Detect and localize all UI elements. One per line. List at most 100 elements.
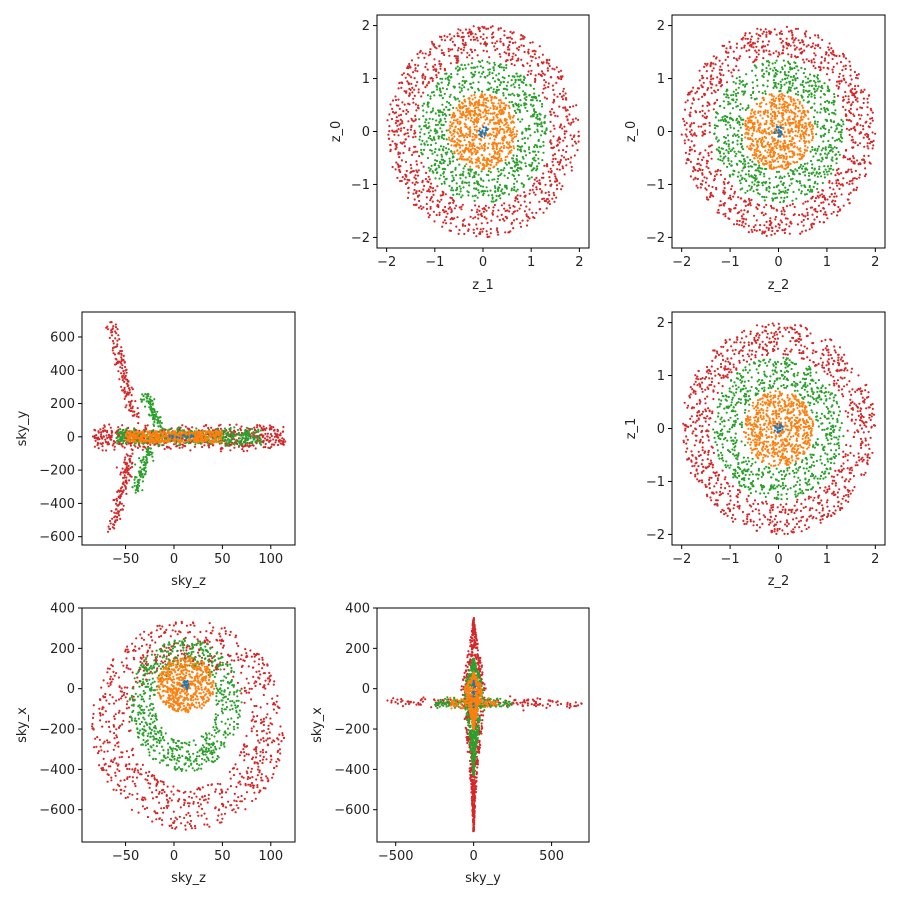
point <box>821 181 824 185</box>
point <box>787 131 791 134</box>
point <box>431 118 434 121</box>
point <box>491 33 494 36</box>
point <box>458 135 461 138</box>
point <box>510 131 513 134</box>
point <box>534 144 537 147</box>
point <box>409 163 412 167</box>
point <box>747 165 750 168</box>
point <box>552 191 555 194</box>
point <box>705 70 708 73</box>
point <box>794 107 797 110</box>
point <box>468 160 471 163</box>
point <box>869 107 872 110</box>
point <box>479 130 482 134</box>
point <box>761 32 764 35</box>
point <box>441 97 444 100</box>
point <box>438 62 441 65</box>
point <box>457 152 460 155</box>
point <box>793 145 796 148</box>
point <box>861 90 865 93</box>
point <box>505 186 508 189</box>
point <box>806 162 809 165</box>
point <box>462 186 465 189</box>
point <box>779 201 782 204</box>
point <box>460 157 463 160</box>
point <box>727 96 730 99</box>
point <box>487 112 490 115</box>
point <box>509 206 512 209</box>
point <box>722 152 726 155</box>
point <box>786 191 789 194</box>
point <box>429 48 432 51</box>
point <box>510 149 513 152</box>
point <box>724 212 727 215</box>
point <box>408 62 411 66</box>
point <box>798 100 801 103</box>
point <box>467 35 470 38</box>
point <box>477 103 481 107</box>
point <box>483 134 486 137</box>
point <box>503 51 506 54</box>
point <box>751 230 754 233</box>
point <box>755 102 758 105</box>
point <box>532 191 536 194</box>
x-tick-label: 1 <box>527 255 535 270</box>
point <box>800 220 803 223</box>
point <box>780 164 783 167</box>
point <box>751 91 755 95</box>
point <box>706 104 709 107</box>
point <box>538 112 541 115</box>
point <box>513 94 516 97</box>
point <box>775 59 778 62</box>
point <box>484 105 488 108</box>
point <box>490 133 493 136</box>
point <box>743 177 746 180</box>
point <box>724 58 727 62</box>
point <box>417 91 420 94</box>
point <box>499 27 502 30</box>
point <box>506 36 509 40</box>
point <box>828 78 831 81</box>
point <box>814 197 818 200</box>
point <box>807 77 810 80</box>
point <box>796 65 799 68</box>
point <box>773 131 776 135</box>
point <box>458 91 462 94</box>
point <box>789 109 793 112</box>
point <box>787 60 790 63</box>
point <box>756 121 759 124</box>
point <box>813 75 816 78</box>
point <box>712 179 716 182</box>
point <box>410 117 413 120</box>
point <box>465 109 468 112</box>
point <box>499 106 502 109</box>
point <box>493 185 496 188</box>
point <box>844 90 847 94</box>
point <box>523 97 526 100</box>
point <box>486 235 489 239</box>
point <box>822 213 826 216</box>
point <box>527 128 531 131</box>
point <box>489 107 492 110</box>
point <box>802 218 805 222</box>
point <box>795 86 798 90</box>
point <box>851 138 855 141</box>
point <box>418 125 421 128</box>
point <box>488 235 491 238</box>
point <box>488 62 491 65</box>
point <box>453 140 456 143</box>
point <box>811 127 814 130</box>
point <box>471 98 474 101</box>
point <box>762 84 765 87</box>
point <box>745 218 748 221</box>
point <box>716 112 719 115</box>
point <box>695 111 698 114</box>
point <box>496 167 499 170</box>
point <box>738 79 741 82</box>
point <box>482 37 485 41</box>
point <box>809 125 812 128</box>
point <box>797 93 800 96</box>
point <box>434 177 437 180</box>
point <box>476 54 479 57</box>
